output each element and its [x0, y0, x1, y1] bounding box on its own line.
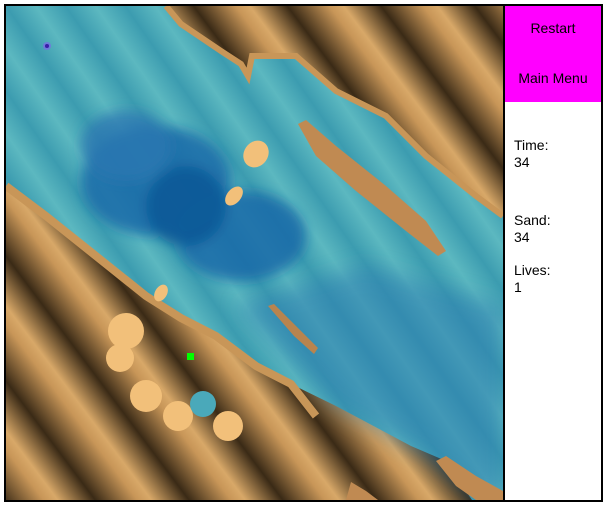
- upper-shore: [163, 6, 503, 219]
- lives-stat: Lives: 1: [514, 262, 551, 296]
- sand-spit-2: [268, 304, 318, 354]
- lives-label: Lives:: [514, 262, 551, 278]
- sand-spit-1: [298, 120, 446, 256]
- sand-clumps: [106, 140, 269, 441]
- sand-stat: Sand: 34: [514, 212, 551, 246]
- time-label: Time:: [514, 137, 549, 153]
- lower-shore: [6, 182, 320, 419]
- terrain-map: [6, 6, 503, 500]
- sand-value: 34: [514, 229, 530, 245]
- purple-dot-target-icon: [43, 42, 51, 50]
- main-menu-button[interactable]: Main Menu: [518, 70, 588, 86]
- game-canvas[interactable]: [6, 6, 503, 500]
- sidebar-divider: [503, 6, 505, 500]
- time-value: 34: [514, 154, 530, 170]
- water-hole: [190, 391, 216, 417]
- sidebar: Restart Main Menu Time: 34 Sand: 34 Live…: [505, 6, 601, 500]
- sand-label: Sand:: [514, 212, 551, 228]
- restart-button[interactable]: Restart: [530, 20, 576, 36]
- menu-block: Restart Main Menu: [505, 6, 601, 102]
- deep-lake: [81, 111, 306, 281]
- lives-value: 1: [514, 279, 522, 295]
- sand-spit-4: [346, 482, 378, 500]
- green-square-player-icon[interactable]: [187, 353, 194, 360]
- sand-spit-3: [436, 456, 503, 500]
- game-window: Restart Main Menu Time: 34 Sand: 34 Live…: [4, 4, 603, 502]
- water-deep-right: [236, 266, 503, 500]
- time-stat: Time: 34: [514, 137, 548, 171]
